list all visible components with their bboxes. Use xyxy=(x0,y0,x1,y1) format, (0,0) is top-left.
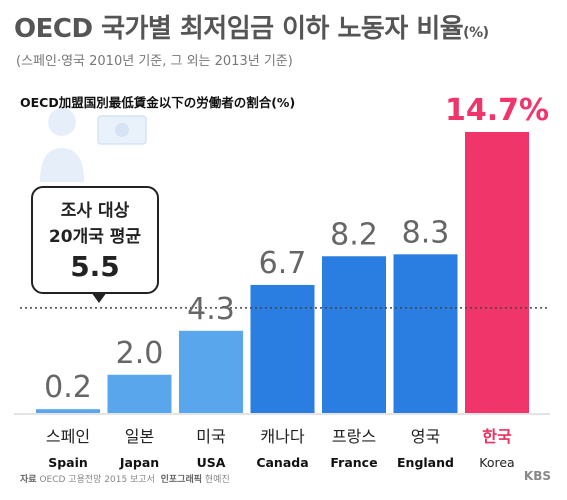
source-text: OECD 고용전망 2015 보고서 xyxy=(39,475,155,485)
value-label-spain: 0.2 xyxy=(44,370,92,405)
category-label-en-canada: Canada xyxy=(256,455,308,470)
value-label-canada: 6.7 xyxy=(259,246,307,281)
value-label-usa: 4.3 xyxy=(187,292,235,327)
worker-body-icon xyxy=(40,148,84,182)
category-label-en-korea: Korea xyxy=(479,455,514,470)
average-callout-value: 5.5 xyxy=(70,250,120,283)
category-label-en-usa: USA xyxy=(197,455,226,470)
bar-canada xyxy=(250,284,315,413)
source-label: 자료 xyxy=(20,475,37,485)
category-label-en-japan: Japan xyxy=(119,455,159,470)
bar-spain xyxy=(36,409,100,413)
bar-england xyxy=(393,254,458,413)
bar-usa xyxy=(179,330,243,413)
value-label-england: 8.3 xyxy=(402,215,450,250)
category-label-ko-canada: 캐나다 xyxy=(260,427,304,446)
category-label-en-spain: Spain xyxy=(48,455,88,470)
bar-korea xyxy=(465,132,529,413)
value-label-japan: 2.0 xyxy=(116,336,164,371)
average-callout: 조사 대상 20개국 평균 5.5 xyxy=(31,186,159,294)
category-label-ko-japan: 일본 xyxy=(125,427,154,446)
kbs-logo: KBS xyxy=(523,469,551,483)
category-label-ko-usa: 미국 xyxy=(196,427,225,446)
average-callout-line2: 20개국 평균 xyxy=(48,227,142,247)
bar-japan xyxy=(107,374,172,413)
overlay-title: OECD加盟国別最低賃金以下の労働者の割合(%) xyxy=(20,95,296,110)
credit-label: 인포그래픽 xyxy=(160,475,203,485)
value-label-korea: 14.7% xyxy=(445,93,549,128)
category-label-ko-england: 영국 xyxy=(411,427,440,446)
chart-title: OECD 국가별 최저임금 이하 노동자 비율(%) xyxy=(14,8,489,45)
worker-head-icon xyxy=(48,108,76,136)
chart-title-text: OECD 국가별 최저임금 이하 노동자 비율 xyxy=(14,14,464,44)
worker-money-illustration xyxy=(40,108,147,182)
average-callout-pointer xyxy=(91,292,107,303)
category-label-ko-korea: 한국 xyxy=(482,427,512,446)
credit-name: 현예진 xyxy=(204,475,230,485)
bar-france xyxy=(322,256,386,413)
category-label-ko-france: 프랑스 xyxy=(332,427,376,446)
category-label-en-france: France xyxy=(330,455,377,470)
category-label-ko-spain: 스페인 xyxy=(46,427,90,446)
category-label-en-england: England xyxy=(397,455,454,470)
chart-title-unit: (%) xyxy=(463,25,489,41)
value-label-france: 8.2 xyxy=(330,217,378,252)
chart-subtitle: (스페인·영국 2010년 기준, 그 외는 2013년 기준) xyxy=(16,54,293,69)
average-callout-line1: 조사 대상 xyxy=(60,201,130,221)
source-note: 자료 OECD 고용전망 2015 보고서 인포그래픽 현예진 xyxy=(20,472,230,485)
